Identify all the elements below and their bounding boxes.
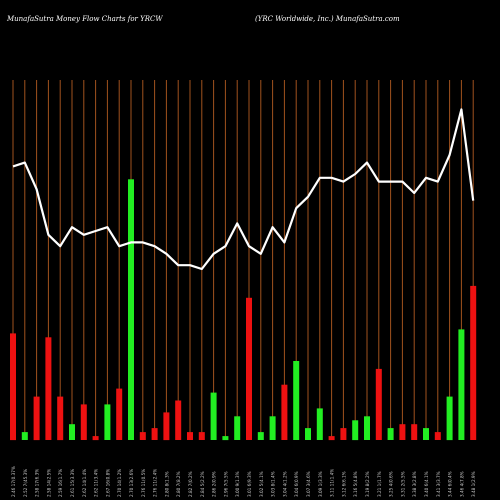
bar xyxy=(316,408,323,440)
x-tick-label: 3.21 1(1.7% xyxy=(377,471,382,497)
bar xyxy=(21,432,28,440)
bar xyxy=(305,428,311,440)
x-tick-label: 2.70 13(2.6% xyxy=(129,469,134,497)
bar xyxy=(446,396,453,441)
x-tick-label: 3.00 9(1.3% xyxy=(235,471,240,497)
x-tick-label: 3.04 4(1.2% xyxy=(282,471,287,497)
x-tick-label: 2.84 5(2.2% xyxy=(200,471,205,497)
x-tick-label: 2.46 17(0.37% xyxy=(11,466,16,497)
chart-title: MunafaSutra Money Flow Charts for YRCW xyxy=(7,15,163,23)
bar xyxy=(434,432,441,440)
bar xyxy=(10,333,16,441)
x-tick-label: 3.46 4(7.8% xyxy=(459,471,464,497)
x-tick-label: 2.67 16(0.8% xyxy=(105,469,110,497)
bar xyxy=(352,420,359,441)
x-tick-label: 3.12 6(6.1% xyxy=(341,471,346,497)
chart-subtitle: (YRC Worldwide, Inc.) MunafaSutra.com xyxy=(255,15,400,23)
bar xyxy=(281,384,288,440)
bar xyxy=(387,428,394,440)
bar xyxy=(139,432,146,440)
bar xyxy=(411,424,418,440)
bar xyxy=(340,428,347,440)
bar xyxy=(128,179,134,441)
x-tick-label: 2.62 11(3.4% xyxy=(94,469,99,497)
x-tick-label: 2.80 7(8.2% xyxy=(176,471,181,497)
x-tick-label: 3.31 2(5.5% xyxy=(400,471,405,497)
bar xyxy=(234,416,241,440)
x-tick-label: 2.58 14(2.5% xyxy=(46,469,51,497)
x-tick-label: 3.02 5(4.1% xyxy=(259,471,264,497)
x-tick-label: 3.19 8(2.2% xyxy=(365,471,370,497)
bar xyxy=(375,368,382,440)
x-tick-label: 2.76 11(2.4% xyxy=(153,469,158,497)
bar xyxy=(57,396,64,441)
bar xyxy=(69,424,75,440)
x-tick-label: 2.76 11(0.5% xyxy=(141,469,146,497)
money-flow-line xyxy=(12,108,475,271)
x-tick-label: 3.11 11(1.4% xyxy=(330,469,335,497)
x-tick-label: 3.03 8(1.4% xyxy=(271,471,276,497)
x-tick-label: 3.01 6(9.3% xyxy=(247,471,252,497)
x-tick-label: 2.96 7(5.5% xyxy=(223,471,228,497)
x-tick-label: 3.16 5(4.8% xyxy=(353,471,358,497)
bar-series xyxy=(10,179,477,441)
bar xyxy=(80,404,87,440)
x-tick-label: 2.61 15(3.3% xyxy=(70,469,75,497)
x-tick-label: 3.09 1(3.3% xyxy=(318,471,323,497)
bar xyxy=(151,428,158,440)
x-tick-label: 2.62 14(1.4% xyxy=(82,469,87,497)
bar xyxy=(163,412,170,441)
bar xyxy=(293,361,300,440)
x-tick-label: 3.40 6(4.1% xyxy=(424,471,429,497)
bar xyxy=(187,432,193,440)
bar xyxy=(45,337,52,440)
x-tick-labels: 2.46 17(0.37% 2.52 7(45.3% 2.58 17(6.3% 2.5… xyxy=(11,466,476,497)
x-tick-label: 3.44 6(0.4% xyxy=(448,471,453,497)
x-tick-label: 2.80 8(1.3% xyxy=(164,471,169,497)
bar xyxy=(198,432,205,440)
x-tick-label: 2.58 17(6.3% xyxy=(35,469,40,497)
x-tick-label: 2.70 14(1.2% xyxy=(117,469,122,497)
x-tick-label: 2.86 2(0.9% xyxy=(212,471,217,497)
x-tick-label: 2.82 7(0.2% xyxy=(188,471,193,497)
line-series xyxy=(12,108,475,271)
x-tick-label: 3.04 6(0.9% xyxy=(294,471,299,497)
x-tick-label: 3.48 1(2.9% xyxy=(471,471,476,497)
bar xyxy=(222,436,229,441)
bar xyxy=(33,396,40,441)
bar xyxy=(364,416,370,440)
bar xyxy=(104,404,111,440)
bar xyxy=(116,388,123,440)
bar xyxy=(246,297,252,440)
bar xyxy=(328,436,335,441)
x-tick-label: 3.07 3(4.6% xyxy=(306,471,311,497)
x-tick-label: 3.41 3(3.7% xyxy=(436,471,441,497)
bar xyxy=(269,416,276,440)
bar xyxy=(399,424,406,440)
x-tick-label: 2.52 7(45.3% xyxy=(23,469,28,497)
x-tick-label: 2.59 16(1.7% xyxy=(58,469,63,497)
bar xyxy=(257,432,264,440)
gridlines xyxy=(12,80,474,440)
bar xyxy=(423,428,429,440)
bar xyxy=(458,329,465,440)
bar xyxy=(92,436,99,441)
x-tick-label: 3.38 3(2.8% xyxy=(412,471,417,497)
x-tick-label: 3.25 4(0.6% xyxy=(389,471,394,497)
bar xyxy=(210,392,217,440)
bar xyxy=(470,285,477,440)
bar xyxy=(175,400,182,440)
